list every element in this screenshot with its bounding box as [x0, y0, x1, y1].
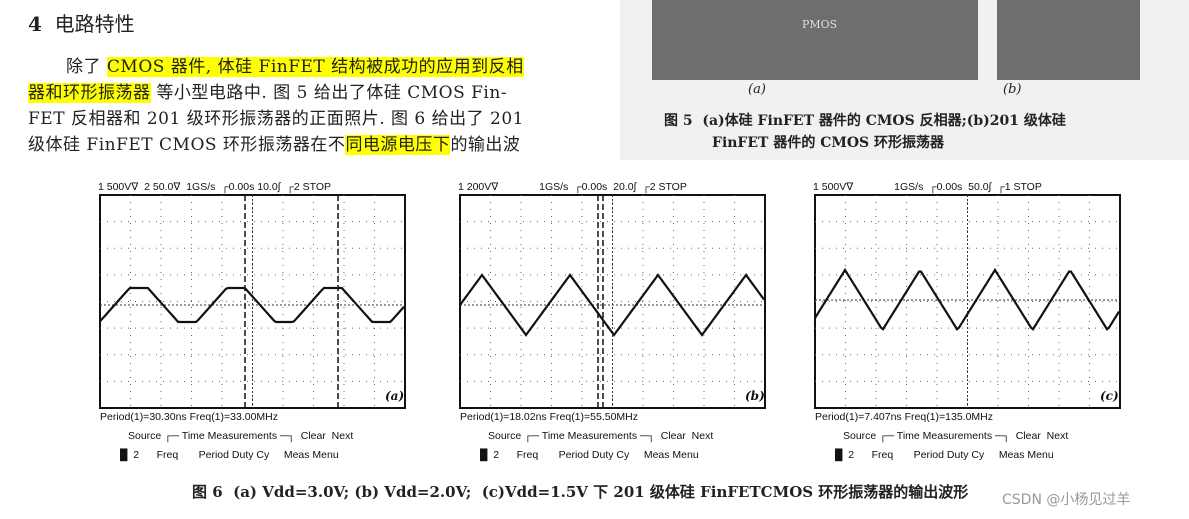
paragraph-line: 器和环形振荡器 等小型电路中. 图 5 给出了体硅 CMOS Fin-	[28, 78, 507, 103]
section-heading: 4 电路特性	[28, 8, 135, 37]
panel-label: (b)	[745, 389, 765, 403]
photo-text: PMOS	[802, 18, 838, 31]
text-segment: 等小型电路中. 图 5 给出了体硅 CMOS Fin-	[150, 83, 508, 103]
caption-line: FinFET 器件的 CMOS 环形振荡器	[712, 135, 945, 151]
menu-row: █ 2 Freq Period Duty Cy Meas Menu	[120, 448, 339, 462]
measurement: Period(1)=30.30ns Freq(1)=33.00MHz	[100, 411, 278, 423]
caption-line: 图 5 (a)体硅 FinFET 器件的 CMOS 反相器;(b)201 级体硅	[664, 113, 1066, 129]
scope-header: 1 500V∇ 1GS/s ┌0.00s 50.0∫ ┌1 STOP	[813, 181, 1042, 193]
paragraph-line: 级体硅 FinFET CMOS 环形振荡器在不同电源电压下的输出波	[28, 130, 520, 155]
text-segment: 级体硅 FinFET CMOS 环形振荡器在不	[28, 135, 346, 155]
menu-row: Source ┌─ Time Measurements ─┐ Clear Nex…	[488, 430, 713, 442]
photo-label: (a)	[748, 82, 766, 97]
waveform	[99, 286, 405, 324]
menu-row: █ 2 Freq Period Duty Cy Meas Menu	[480, 448, 699, 462]
photo-b	[997, 0, 1140, 80]
paragraph-line: 除了 CMOS 器件, 体硅 FinFET 结构被成功的应用到反相	[66, 52, 524, 77]
scope-header: 1 500V∇ 2 50.0∇ 1GS/s ┌0.00s 10.0∫ ┌2 ST…	[98, 181, 331, 193]
measurement: Period(1)=18.02ns Freq(1)=55.50MHz	[460, 411, 638, 423]
paragraph-line: FET 反相器和 201 级环形振荡器的正面照片. 图 6 给出了 201	[28, 104, 524, 129]
measurement: Period(1)=7.407ns Freq(1)=135.0MHz	[815, 411, 993, 423]
panel-label: (a)	[385, 389, 404, 403]
text-segment: 同电源电压下	[345, 135, 451, 155]
text-segment: CMOS 器件, 体硅 FinFET 结构被成功的应用到反相	[106, 57, 524, 77]
menu-row: █ 2 Freq Period Duty Cy Meas Menu	[835, 448, 1054, 462]
text-segment: 除了	[66, 57, 107, 77]
waveform	[459, 273, 765, 337]
text-segment: FET 反相器和 201 级环形振荡器的正面照片. 图 6 给出了 201	[28, 109, 524, 129]
scope-header: 1 200V∇ 1GS/s ┌0.00s 20.0∫ ┌2 STOP	[458, 181, 687, 193]
watermark: CSDN @小杨见过羊	[1002, 492, 1131, 508]
waveform	[814, 267, 1120, 331]
section-title: 电路特性	[54, 12, 135, 36]
text-segment: 的输出波	[450, 135, 521, 155]
section-number: 4	[28, 12, 42, 36]
photo-a: PMOS	[652, 0, 978, 80]
figure5: PMOS (a) (b) 图 5 (a)体硅 FinFET 器件的 CMOS 反…	[620, 0, 1189, 160]
menu-row: Source ┌─ Time Measurements ─┐ Clear Nex…	[128, 430, 353, 442]
figure6-caption: 图 6 (a) Vdd=3.0V; (b) Vdd=2.0V; (c)Vdd=1…	[192, 483, 969, 501]
text-segment: 器和环形振荡器	[28, 83, 151, 103]
photo-label: (b)	[1003, 82, 1022, 97]
panel-label: (c)	[1100, 389, 1119, 403]
menu-row: Source ┌─ Time Measurements ─┐ Clear Nex…	[843, 430, 1068, 442]
